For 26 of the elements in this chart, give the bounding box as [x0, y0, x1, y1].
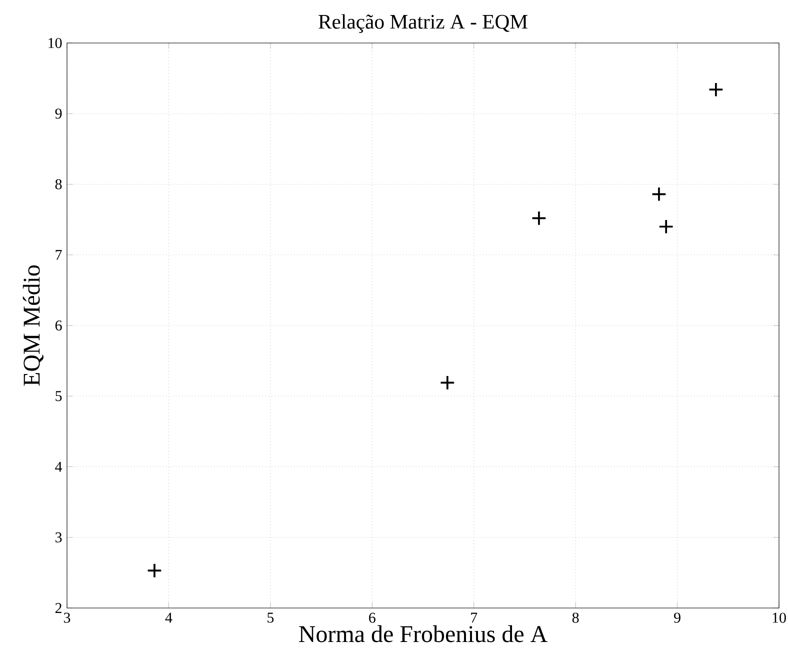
point	[651, 186, 667, 202]
x-tick-label: 5	[268, 612, 274, 623]
x-tick-label: 9	[674, 612, 680, 623]
y-tick-label: 8	[55, 179, 62, 190]
y-axis-title: EQM Médio	[22, 265, 44, 386]
y-tick-label: 9	[55, 108, 62, 119]
chart-title: Relação Matriz A - EQM	[318, 14, 528, 33]
point	[146, 562, 162, 578]
y-tick-label: 6	[55, 320, 62, 331]
y-tick-label: 5	[56, 391, 62, 402]
y-tick-label: 10	[48, 38, 62, 48]
y-tick-label: 2	[55, 603, 62, 613]
y-tick-label: 7	[56, 250, 62, 260]
point	[531, 210, 547, 226]
x-tick-label: 7	[471, 612, 478, 623]
x-tick-label: 4	[165, 612, 172, 623]
y-tick-label: 3	[56, 532, 62, 542]
point	[440, 375, 456, 390]
x-tick-label: 8	[572, 612, 579, 623]
point	[708, 82, 724, 98]
point	[658, 219, 674, 234]
x-tick-label: 10	[772, 612, 786, 623]
x-tick-label: 6	[369, 612, 376, 623]
y-tick-label: 4	[55, 462, 62, 472]
x-axis-title: Norma de Frobenius de A	[299, 625, 548, 642]
x-tick-label: 3	[64, 612, 70, 623]
